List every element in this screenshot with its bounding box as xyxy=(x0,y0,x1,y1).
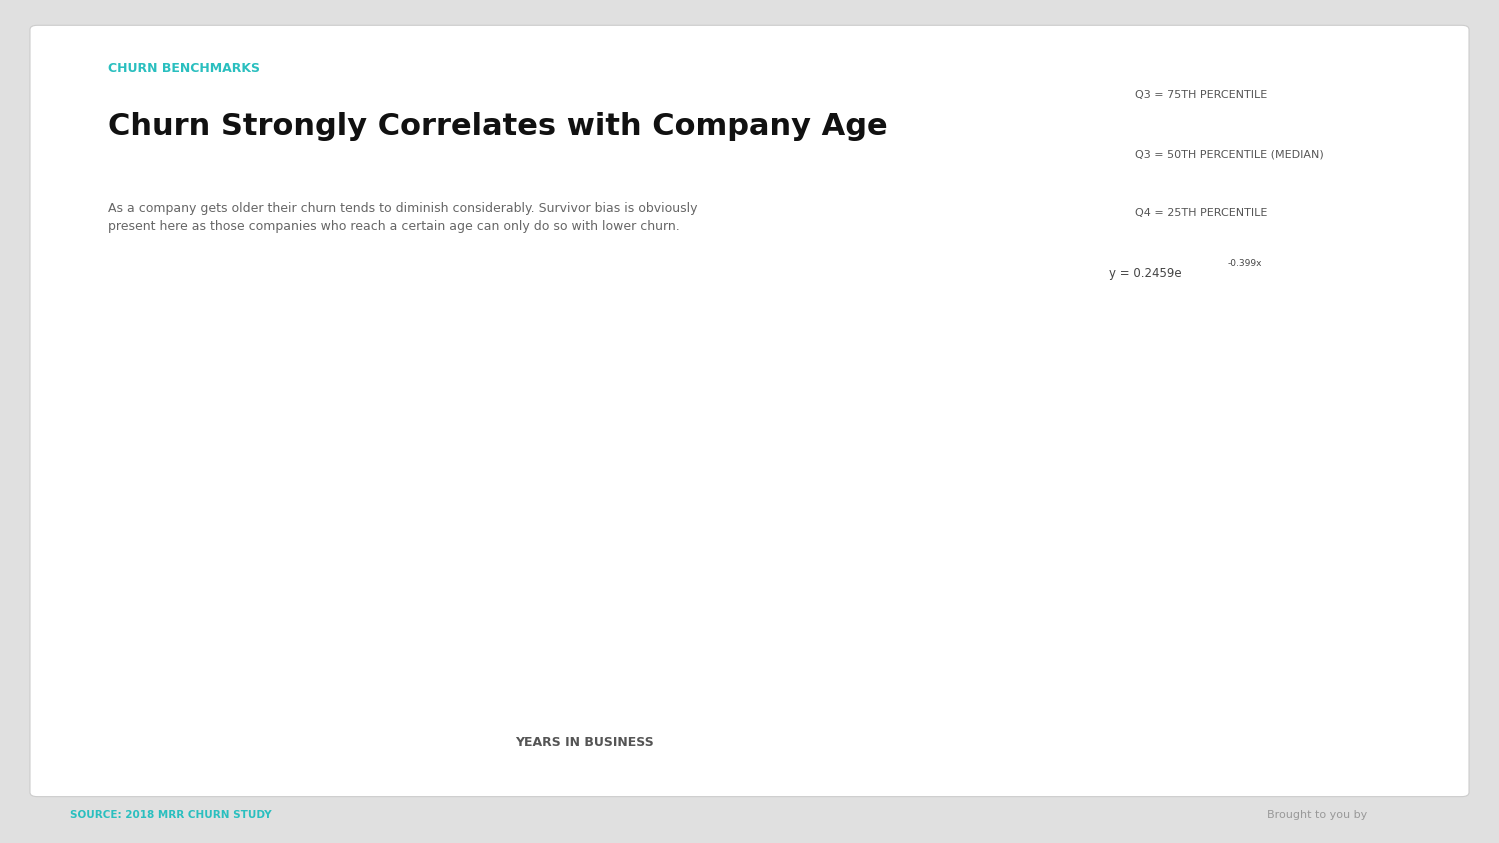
Text: YEARS IN BUSINESS: YEARS IN BUSINESS xyxy=(516,736,654,749)
Point xyxy=(208,255,232,269)
Text: CHURN BENCHMARKS: CHURN BENCHMARKS xyxy=(108,62,259,75)
Text: Brought to you by: Brought to you by xyxy=(1267,810,1367,819)
Text: MONTHLY REVENUE CHURN %: MONTHLY REVENUE CHURN % xyxy=(31,350,40,535)
Point xyxy=(717,614,741,627)
Point xyxy=(208,476,232,490)
Point xyxy=(208,547,232,561)
Point xyxy=(886,628,910,642)
Text: 3.4k: 3.4k xyxy=(1087,353,1150,379)
Point xyxy=(378,540,402,554)
Text: 5.06%: 5.06% xyxy=(582,581,616,591)
Point xyxy=(886,595,910,609)
Text: Churn Strongly Correlates with Company Age: Churn Strongly Correlates with Company A… xyxy=(108,112,887,141)
Text: -0.399x: -0.399x xyxy=(1228,259,1262,267)
Point xyxy=(1096,148,1120,161)
Text: 11.16%: 11.16% xyxy=(241,476,285,486)
Point xyxy=(886,599,910,613)
Text: Q3 = 75TH PERCENTILE: Q3 = 75TH PERCENTILE xyxy=(1135,90,1267,100)
Text: 2.32%: 2.32% xyxy=(920,628,956,638)
Text: Q3 = 50TH PERCENTILE (MEDIAN): Q3 = 50TH PERCENTILE (MEDIAN) xyxy=(1135,149,1324,159)
Point xyxy=(1096,89,1120,102)
Text: 0.99: 0.99 xyxy=(1168,387,1213,405)
Text: 3.16%: 3.16% xyxy=(751,614,785,624)
Text: Q4 = 25TH PERCENTILE: Q4 = 25TH PERCENTILE xyxy=(1135,208,1267,218)
Text: N: N xyxy=(1114,303,1123,313)
Text: y = 0.2459e: y = 0.2459e xyxy=(1109,267,1181,281)
Point xyxy=(717,547,741,561)
Point xyxy=(717,608,741,621)
Text: SOURCE: 2018 MRR CHURN STUDY: SOURCE: 2018 MRR CHURN STUDY xyxy=(70,810,273,819)
Point xyxy=(378,441,402,454)
Point xyxy=(547,581,571,594)
Point xyxy=(1096,207,1120,220)
Text: 7.40%: 7.40% xyxy=(412,540,447,550)
Text: As a company gets older their churn tends to diminish considerably. Survivor bia: As a company gets older their churn tend… xyxy=(108,202,697,234)
Point xyxy=(547,618,571,631)
Point xyxy=(547,513,571,527)
Point xyxy=(378,603,402,616)
Text: R2: R2 xyxy=(1184,352,1198,361)
